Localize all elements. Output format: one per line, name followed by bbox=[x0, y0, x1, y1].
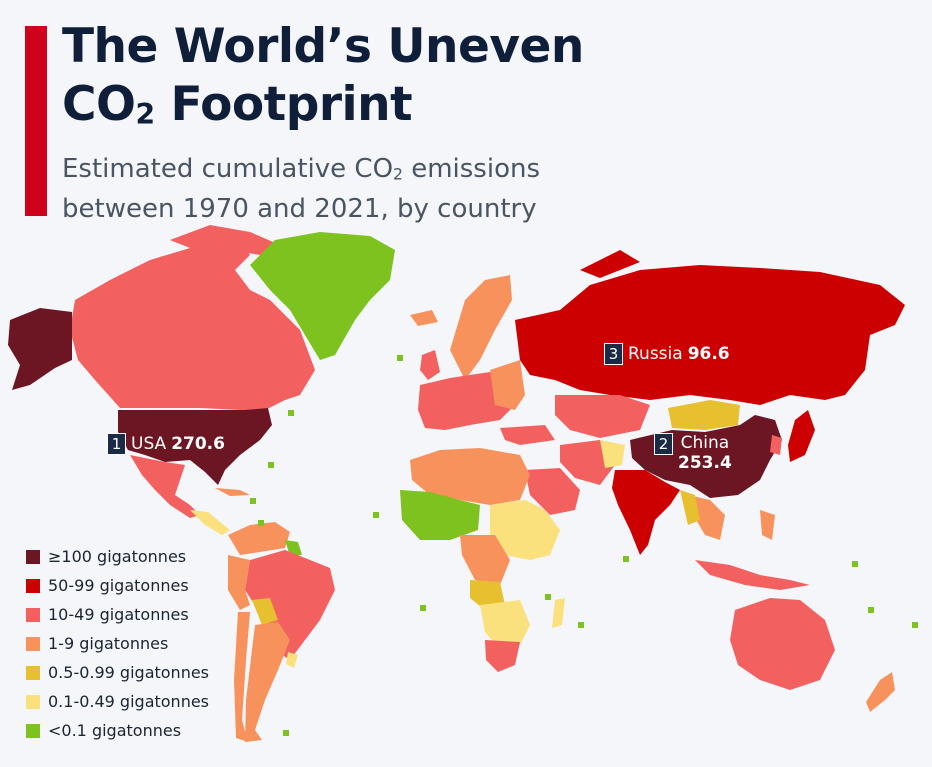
map-region-east-africa bbox=[490, 500, 560, 560]
accent-bar bbox=[25, 26, 47, 216]
country-name: China bbox=[680, 433, 730, 453]
map-region-usa bbox=[118, 408, 272, 485]
legend-item: 0.1-0.49 gigatonnes bbox=[26, 687, 209, 716]
callout-russia: 3 Russia 96.6 bbox=[604, 343, 730, 365]
legend-label: 0.5-0.99 gigatonnes bbox=[48, 663, 210, 682]
map-region-argentina bbox=[245, 622, 290, 742]
map-region-south-africa bbox=[485, 640, 520, 672]
map-region-russia-islands bbox=[580, 250, 640, 278]
subtitle-line-1-prefix: Estimated cumulative CO bbox=[62, 154, 394, 184]
legend-label: 50-99 gigatonnes bbox=[48, 576, 189, 595]
title-line-2-prefix: CO bbox=[62, 77, 136, 132]
map-region-myanmar bbox=[680, 490, 700, 525]
map-region-iceland bbox=[410, 310, 438, 326]
map-region-india bbox=[612, 470, 680, 555]
map-region-japan bbox=[788, 410, 815, 462]
country-name: Russia bbox=[628, 344, 683, 364]
map-region-north-africa bbox=[410, 448, 530, 505]
rank-badge: 2 bbox=[654, 433, 673, 455]
map-region-peru bbox=[228, 555, 250, 610]
legend-label: ≥100 gigatonnes bbox=[48, 547, 187, 566]
map-region-mexico bbox=[130, 455, 200, 518]
legend-swatch bbox=[26, 694, 40, 709]
china-label-stack: China 253.4 bbox=[678, 433, 732, 473]
title-line-2-suffix: Footprint bbox=[154, 77, 413, 132]
map-region-saudi-arabia bbox=[525, 468, 580, 515]
legend-swatch bbox=[26, 549, 40, 564]
map-region-canada-islands bbox=[170, 225, 280, 255]
legend-swatch bbox=[26, 578, 40, 593]
map-region-australia bbox=[730, 598, 835, 690]
map-region-eastern-europe bbox=[490, 360, 525, 410]
map-region-turkey bbox=[500, 425, 555, 445]
map-region-uruguay bbox=[286, 652, 298, 668]
map-region-philippines bbox=[760, 510, 775, 540]
subtitle-subscript: 2 bbox=[393, 165, 403, 184]
legend-label: <0.1 gigatonnes bbox=[48, 721, 182, 740]
map-region-chile bbox=[234, 612, 250, 742]
subtitle-line-2: between 1970 and 2021, by country bbox=[62, 194, 537, 225]
legend-item: 50-99 gigatonnes bbox=[26, 571, 209, 600]
legend-item: 1-9 gigatonnes bbox=[26, 629, 209, 658]
emission-value: 96.6 bbox=[687, 344, 730, 364]
map-region-southern-africa bbox=[480, 600, 530, 650]
map-region-scandinavia bbox=[450, 275, 512, 380]
map-region-afghanistan bbox=[600, 440, 625, 468]
map-region-kazakhstan bbox=[555, 395, 650, 438]
map-region-mongolia bbox=[668, 400, 740, 430]
legend-label: 0.1-0.49 gigatonnes bbox=[48, 692, 210, 711]
map-region-new-zealand bbox=[866, 672, 895, 712]
map-region-bolivia bbox=[252, 598, 278, 625]
map-region-russia bbox=[515, 265, 905, 405]
title-line-1: The World’s Uneven bbox=[62, 19, 584, 74]
legend-swatch bbox=[26, 607, 40, 622]
subtitle-line-1-suffix: emissions bbox=[402, 154, 541, 184]
map-region-west-africa bbox=[400, 490, 480, 540]
legend-swatch bbox=[26, 723, 40, 738]
map-region-indonesia bbox=[695, 560, 810, 590]
map-region-alaska bbox=[8, 308, 72, 390]
rank-badge: 3 bbox=[604, 343, 623, 365]
map-region-greenland bbox=[250, 232, 395, 360]
page-subtitle: Estimated cumulative CO2 emissions betwe… bbox=[62, 152, 540, 227]
map-region-madagascar bbox=[552, 598, 565, 628]
map-region-iran bbox=[560, 440, 615, 485]
map-region-central-america bbox=[190, 510, 230, 535]
map-region-korea bbox=[770, 435, 782, 455]
map-region-brazil bbox=[245, 550, 335, 660]
legend-item: <0.1 gigatonnes bbox=[26, 716, 209, 745]
small-island-markers bbox=[250, 355, 918, 736]
map-region-cuba bbox=[215, 488, 250, 496]
page-title: The World’s Uneven CO2 Footprint bbox=[62, 18, 584, 144]
emission-value: 253.4 bbox=[678, 453, 732, 473]
legend-swatch bbox=[26, 665, 40, 680]
map-region-colombia-venezuela bbox=[228, 522, 290, 555]
legend-item: 10-49 gigatonnes bbox=[26, 600, 209, 629]
callout-china: 2 China 253.4 bbox=[654, 433, 732, 473]
map-region-drc bbox=[470, 580, 505, 610]
rank-badge: 1 bbox=[107, 433, 126, 455]
legend-label: 1-9 gigatonnes bbox=[48, 634, 169, 653]
callout-usa: 1 USA 270.6 bbox=[107, 433, 225, 455]
map-region-canada bbox=[70, 240, 315, 410]
legend-item: ≥100 gigatonnes bbox=[26, 542, 209, 571]
map-region-central-africa bbox=[460, 535, 510, 585]
legend-label: 10-49 gigatonnes bbox=[48, 605, 189, 624]
legend: ≥100 gigatonnes 50-99 gigatonnes 10-49 g… bbox=[26, 542, 209, 745]
emission-value: 270.6 bbox=[171, 434, 225, 454]
legend-item: 0.5-0.99 gigatonnes bbox=[26, 658, 209, 687]
title-subscript: 2 bbox=[135, 98, 155, 132]
legend-swatch bbox=[26, 636, 40, 651]
country-name: USA bbox=[131, 434, 167, 454]
map-region-uk bbox=[420, 350, 440, 380]
